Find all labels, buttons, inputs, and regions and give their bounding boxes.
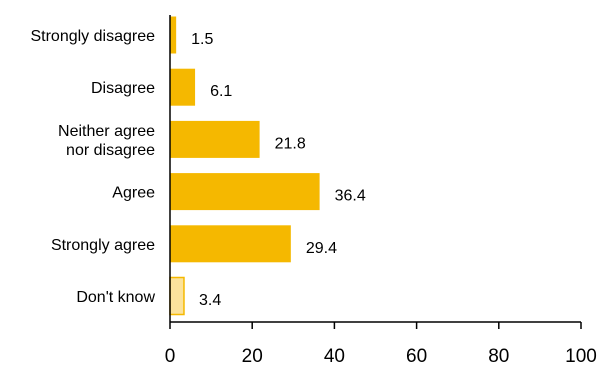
bar-strongly-agree — [170, 225, 291, 263]
category-label-don-t-know: Don't know — [76, 289, 155, 306]
bar-don-t-know — [169, 276, 185, 316]
value-label-neither-agree-nor-disagree: 21.8 — [275, 135, 306, 152]
bar-disagree — [170, 68, 196, 106]
x-tick-label-60: 60 — [406, 346, 427, 365]
category-labels: Strongly disagree Disagree Neither agree no… — [30, 28, 155, 306]
x-tick-label-80: 80 — [488, 346, 509, 365]
category-label-strongly-disagree: Strongly disagree — [30, 28, 155, 45]
x-tick-label-40: 40 — [324, 346, 345, 365]
value-label-disagree: 6.1 — [210, 83, 232, 100]
category-label-neither-agree-nor-disagree: Neither agree nor disagree — [58, 123, 155, 159]
bars-group — [169, 16, 320, 316]
value-label-don-t-know: 3.4 — [199, 292, 221, 309]
value-label-strongly-agree: 29.4 — [306, 240, 337, 257]
category-label-disagree: Disagree — [91, 80, 155, 97]
bar-agree — [170, 173, 320, 211]
x-ticks: 0 20 40 60 80 100 — [165, 322, 597, 365]
x-tick-label-100: 100 — [565, 346, 597, 365]
category-label-agree: Agree — [112, 185, 155, 202]
bar-neither-agree-nor-disagree — [170, 120, 260, 158]
axes — [169, 15, 581, 323]
x-tick-label-0: 0 — [165, 346, 176, 365]
category-label-strongly-agree: Strongly agree — [51, 237, 155, 254]
value-label-agree: 36.4 — [335, 188, 366, 205]
x-tick-label-20: 20 — [242, 346, 263, 365]
value-labels: 1.5 6.1 21.8 36.4 29.4 3.4 — [191, 31, 366, 309]
bar-strongly-disagree — [170, 16, 177, 54]
value-label-strongly-disagree: 1.5 — [191, 31, 213, 48]
